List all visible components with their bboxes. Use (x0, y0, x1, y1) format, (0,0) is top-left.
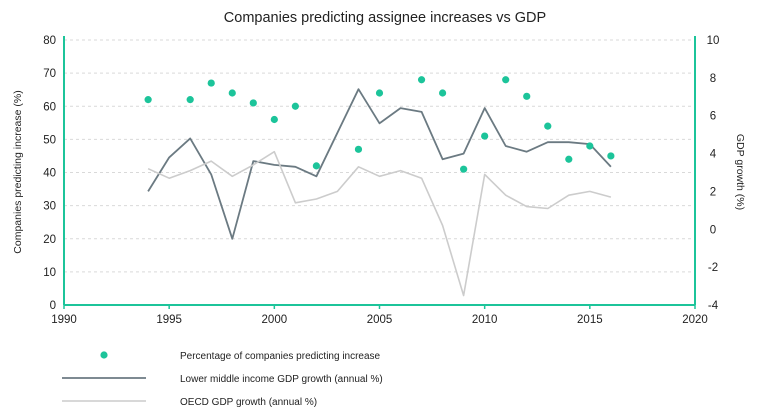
x-tick-label: 2005 (367, 314, 393, 326)
chart-title: Companies predicting assignee increases … (224, 10, 546, 26)
companies-data-point (502, 76, 510, 84)
companies-data-point (249, 99, 257, 107)
y-axis-label: Companies predicting increase (%) (12, 90, 24, 253)
y2-axis-label: GDP growth (%) (734, 134, 746, 210)
companies-data-point (523, 92, 531, 100)
companies-data-point (439, 89, 447, 97)
legend-marker-companies (100, 351, 108, 359)
companies-data-point (186, 96, 194, 104)
companies-data-point (417, 76, 426, 84)
y-tick-label: 50 (43, 134, 56, 146)
series (144, 76, 615, 297)
y2-tick-label: -2 (708, 262, 718, 274)
y-tick-label: 30 (43, 201, 56, 213)
legend-label: OECD GDP growth (annual %) (180, 397, 317, 408)
companies-data-point (375, 89, 384, 97)
x-tick-label: 2010 (472, 314, 498, 326)
companies-data-point (144, 96, 152, 104)
y-tick-label: 40 (43, 168, 56, 180)
x-tick-label: 1990 (51, 314, 77, 326)
companies-data-point (270, 115, 278, 124)
y-tick-label: 0 (50, 300, 56, 312)
oecd-gdp-line (147, 150, 612, 297)
companies-data-point (228, 89, 236, 97)
y-tick-label: 10 (43, 267, 56, 279)
companies-data-point (586, 142, 594, 150)
y-tick-label: 80 (43, 35, 56, 47)
y2-tick-label: 2 (710, 186, 716, 198)
companies-data-point (312, 162, 320, 170)
x-tick-label: 2020 (682, 314, 708, 326)
legend: Percentage of companies predicting incre… (62, 351, 383, 408)
axes (63, 36, 696, 309)
y2-tick-label: 4 (710, 149, 717, 161)
legend-label: Percentage of companies predicting incre… (180, 351, 381, 362)
y-tick-label: 20 (43, 234, 56, 246)
y2-tick-label: 6 (710, 111, 716, 123)
y2-tick-label: -4 (708, 300, 719, 312)
lower-middle-gdp-line (147, 88, 612, 240)
companies-data-point (291, 102, 299, 110)
tick-labels: 1990 1995 2000 2005 2010 2015 2020010203040506… (43, 35, 719, 326)
x-tick-label: 2000 (262, 314, 288, 326)
y-tick-label: 70 (43, 68, 56, 80)
x-tick-label: 2015 (577, 314, 603, 326)
x-tick-label: 1995 (156, 314, 182, 326)
companies-data-point (481, 132, 489, 140)
companies-data-point (544, 122, 552, 130)
legend-label: Lower middle income GDP growth (annual %… (180, 374, 383, 385)
y-tick-label: 60 (43, 101, 56, 113)
y2-tick-label: 0 (710, 224, 716, 236)
companies-data-point (607, 152, 615, 160)
companies-data-point (565, 155, 573, 163)
y2-tick-label: 8 (710, 73, 716, 85)
companies-data-point (460, 165, 468, 173)
companies-data-point (207, 79, 215, 87)
y2-tick-label: 10 (707, 35, 720, 47)
companies-data-point (354, 145, 363, 153)
